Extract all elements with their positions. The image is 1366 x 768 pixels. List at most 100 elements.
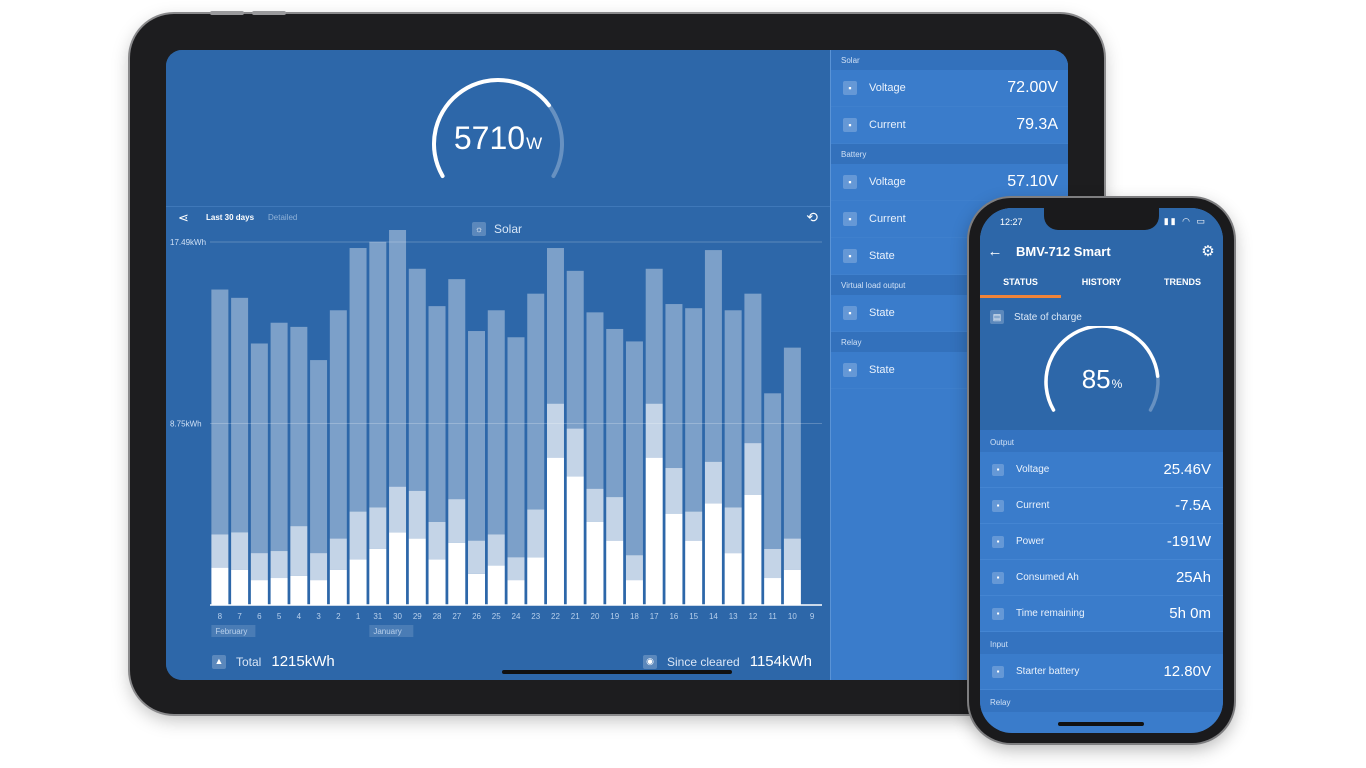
solar-current-icon: ▪ <box>843 118 857 132</box>
bar-segment-bottom <box>606 540 624 605</box>
home-indicator <box>502 670 732 674</box>
chart-toolbar: ⋖ Last 30 days Detailed ⟲ <box>166 206 830 228</box>
bar-segment-top <box>428 306 446 522</box>
status-row[interactable]: ▪ Voltage 72.00V <box>831 70 1068 107</box>
section-header: Input <box>980 632 1223 654</box>
y-tick-label: 8.75kWh <box>170 420 202 429</box>
x-tick-label: 24 <box>512 612 521 621</box>
x-tick-label: 7 <box>237 612 242 621</box>
bar-segment-middle <box>764 548 782 579</box>
section-header: Solar <box>831 50 1068 70</box>
bar-segment-top <box>231 297 249 533</box>
bar-segment-top <box>724 310 742 508</box>
tab-last-30-days[interactable]: Last 30 days <box>206 213 255 222</box>
bar-segment-middle <box>389 486 407 533</box>
time-remaining-icon: ▪ <box>992 607 1004 620</box>
voltage-icon: ▪ <box>992 463 1004 476</box>
bar-segment-middle <box>310 553 328 581</box>
bar-segment-middle <box>566 428 584 477</box>
bar-segment-top <box>783 347 801 539</box>
month-label-box <box>211 625 256 637</box>
bar-segment-top <box>487 310 505 535</box>
tablet-screen: 5710W ☼ Solar ⋖ Last 30 days Detailed ⟲ … <box>166 50 1068 680</box>
tablet-volume-button <box>252 11 286 15</box>
x-tick-label: 9 <box>810 612 815 621</box>
x-tick-label: 18 <box>630 612 639 621</box>
bar-segment-top <box>507 337 525 558</box>
row-label: Consumed Ah <box>1016 572 1079 583</box>
current-icon: ▪ <box>992 499 1004 512</box>
x-tick-label: 20 <box>591 612 600 621</box>
row-label: State <box>869 250 895 262</box>
status-row[interactable]: ▪ Voltage 57.10V <box>831 164 1068 201</box>
row-value: 57.10V <box>1007 173 1058 190</box>
bar-segment-middle <box>665 468 683 514</box>
bar-segment-top <box>389 216 407 487</box>
x-tick-label: 10 <box>788 612 797 621</box>
status-row[interactable]: ▪ Voltage 25.46V <box>980 452 1223 488</box>
x-tick-label: 1 <box>356 612 361 621</box>
tab-detailed[interactable]: Detailed <box>268 213 298 222</box>
status-row[interactable]: ▪ Consumed Ah 25Ah <box>980 560 1223 596</box>
bar-segment-top <box>665 304 683 469</box>
x-tick-label: 13 <box>729 612 738 621</box>
status-row[interactable]: ▪ Current 79.3A <box>831 107 1068 144</box>
total-summary: ▲ Total 1215kWh <box>212 653 335 670</box>
bar-segment-top <box>704 250 722 462</box>
share-icon[interactable]: ⋖ <box>178 209 189 225</box>
bar-segment-top <box>566 270 584 429</box>
bar-segment-middle <box>211 534 229 568</box>
status-row[interactable]: ▪ State <box>831 352 1068 389</box>
x-tick-label: 15 <box>689 612 698 621</box>
gear-icon[interactable]: ⚙ <box>1201 243 1215 260</box>
bar-segment-top <box>546 248 564 404</box>
battery-voltage-icon: ▪ <box>843 175 857 189</box>
consumed-icon: ▪ <box>992 571 1004 584</box>
tab-status[interactable]: STATUS <box>980 266 1061 298</box>
battery-icon: ▤ <box>990 310 1004 324</box>
back-arrow-icon[interactable]: ← <box>987 242 1003 260</box>
row-value: 12.80V <box>1163 663 1211 680</box>
bar-segment-bottom <box>448 542 466 605</box>
row-label: State <box>869 364 895 376</box>
bar-segment-middle <box>290 526 308 576</box>
bar-segment-top <box>625 341 643 556</box>
row-label: Power <box>1016 536 1045 547</box>
bar-segment-top <box>744 293 762 444</box>
bar-segment-top <box>270 322 288 552</box>
status-row[interactable]: ▪ Current -7.5A <box>980 488 1223 524</box>
gauge-arc <box>432 78 564 178</box>
x-tick-label: 3 <box>316 612 321 621</box>
status-row[interactable]: ▪ Starter battery 12.80V <box>980 654 1223 690</box>
solar-yield-chart: 17.49kWh 8.75kWh 8 7 6 5 4 3 2 1 31 30 29 28 27 26 25 24 2… <box>166 216 830 670</box>
status-row[interactable]: ▪ Current <box>831 201 1068 238</box>
row-label: Current <box>869 119 906 131</box>
solar-panel-icon: ☼ <box>472 222 486 236</box>
bar-segment-middle <box>369 507 387 549</box>
x-tick-label: 12 <box>748 612 757 621</box>
bar-segment-middle <box>606 497 624 541</box>
tab-trends[interactable]: TRENDS <box>1163 277 1201 287</box>
tablet-frame: 5710W ☼ Solar ⋖ Last 30 days Detailed ⟲ … <box>130 11 1104 714</box>
x-tick-label: 31 <box>373 612 382 621</box>
x-tick-label: 17 <box>650 612 659 621</box>
history-icon[interactable]: ⟲ <box>806 209 818 225</box>
battery-state-icon: ▪ <box>843 249 857 263</box>
x-tick-label: 14 <box>709 612 718 621</box>
bar-segment-middle <box>625 555 643 581</box>
solar-voltage-icon: ▪ <box>843 81 857 95</box>
bar-segment-middle <box>428 521 446 560</box>
bar-segment-top <box>645 268 663 404</box>
status-row[interactable]: ▪ Time remaining 5h 0m <box>980 596 1223 632</box>
bar-segment-top <box>586 312 604 489</box>
bar-segment-middle <box>704 461 722 504</box>
tab-history[interactable]: HISTORY <box>1081 277 1122 287</box>
bar-segment-middle <box>231 532 249 570</box>
status-row[interactable]: ▪ State <box>831 295 1068 332</box>
bar-segment-middle <box>783 538 801 570</box>
status-row[interactable]: ▪ State <box>831 238 1068 275</box>
since-cleared-icon: ◉ <box>643 654 658 669</box>
bar-segment-middle <box>468 540 486 574</box>
status-row[interactable]: ▪ Power -191W <box>980 524 1223 560</box>
bar-segment-bottom <box>389 532 407 605</box>
